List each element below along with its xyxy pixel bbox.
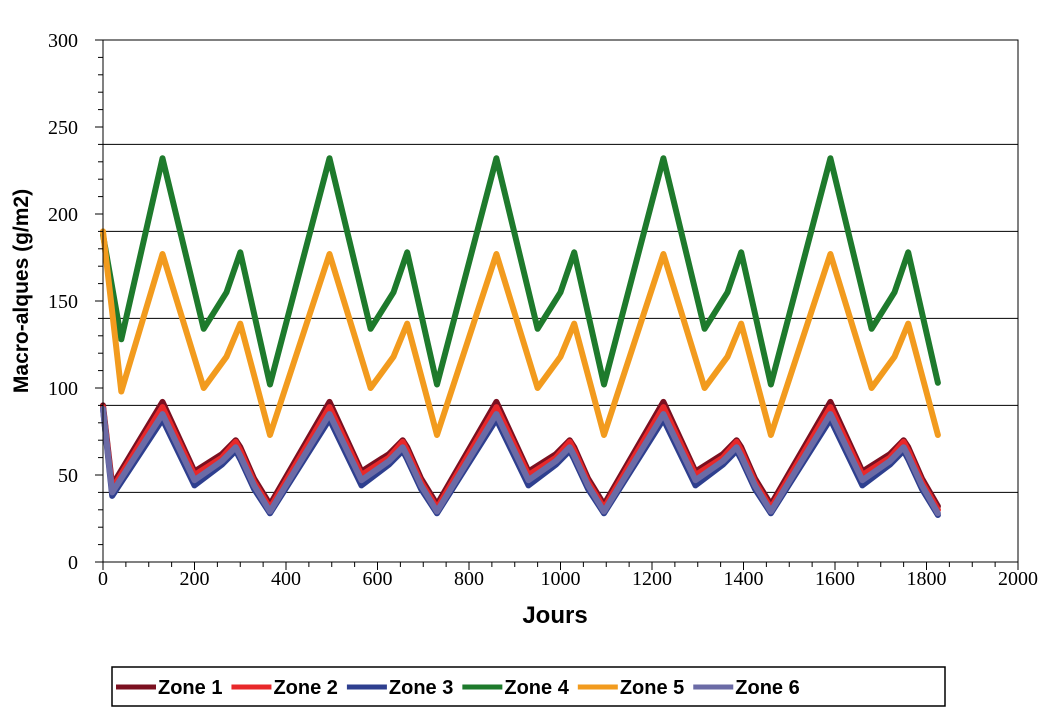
x-tick-label: 1800 [907,568,947,590]
x-tick-label: 2000 [998,568,1038,590]
x-tick-label: 0 [98,568,108,590]
series-line-zone-5 [100,228,941,438]
legend-items: Zone 1 Zone 2 Zone 3 Zone 4 Zone 5 Zone 6 [116,677,800,699]
x-tick-label: 800 [454,568,484,590]
y-tick-label: 100 [48,378,78,400]
x-tick-label: 1200 [632,568,672,590]
x-tick-label: 400 [271,568,301,590]
y-tick-label: 150 [48,291,78,313]
y-tick-label: 250 [48,117,78,139]
y-axis-title: Macro-alques (g/m2) [10,189,33,393]
legend-label-zone-4: Zone 4 [504,677,569,699]
legend-label-zone-3: Zone 3 [389,677,453,699]
x-tick-label: 200 [180,568,210,590]
y-tick-label: 0 [68,552,78,574]
x-axis-title: Jours [522,602,587,629]
x-ticks: 0 200 400 600 800 1000 1200 1400 1600 1800 2000 [98,562,1038,590]
legend-label-zone-1: Zone 1 [158,677,222,699]
series-lines [100,155,941,518]
x-tick-label: 600 [363,568,393,590]
y-tick-label: 300 [48,30,78,52]
plot-area-frame [102,39,1019,563]
legend-label-zone-2: Zone 2 [273,677,337,699]
x-tick-label: 1000 [541,568,581,590]
axes [102,40,1018,563]
y-tick-label: 50 [58,465,78,487]
x-tick-label: 1400 [724,568,764,590]
legend-label-zone-5: Zone 5 [620,677,684,699]
legend-label-zone-6: Zone 6 [735,677,799,699]
y-tick-label: 200 [48,204,78,226]
x-tick-label: 1600 [815,568,855,590]
y-ticks: 0 50 100 150 200 250 300 [48,30,103,574]
series-line-zone-6 [100,405,941,517]
series-line-zone-4 [100,155,941,388]
legend: Zone 1 Zone 2 Zone 3 Zone 4 Zone 5 Zone 6 [111,666,946,707]
